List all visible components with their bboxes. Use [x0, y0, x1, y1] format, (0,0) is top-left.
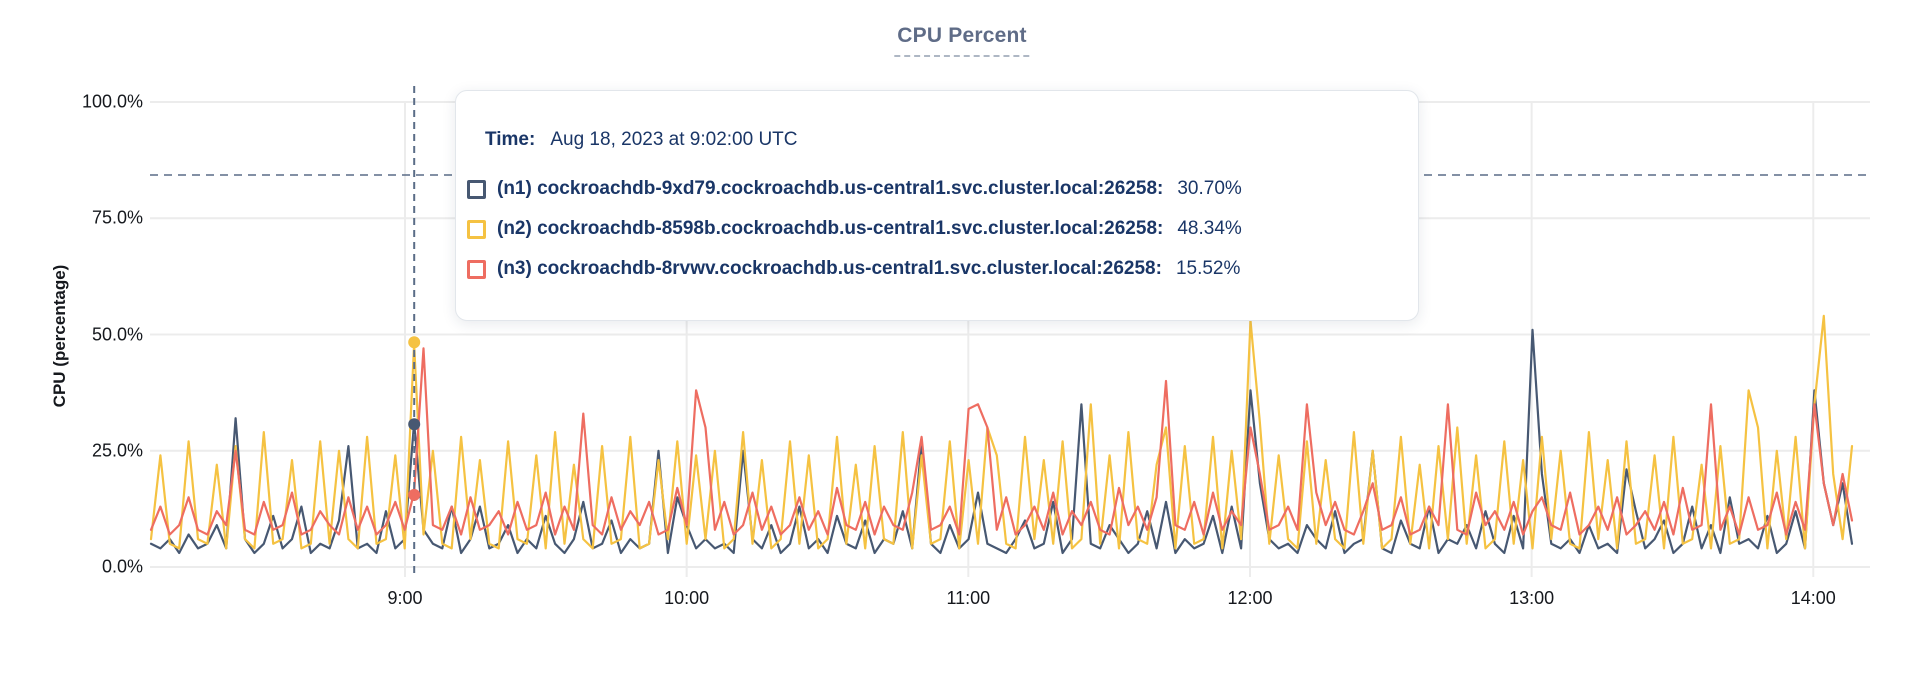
series-line-n2 [149, 314, 1854, 550]
y-tick-label: 50.0% [91, 324, 143, 344]
y-tick-label: 100.0% [81, 91, 143, 112]
y-tick-label: 75.0% [91, 207, 143, 228]
hover-marker-n2 [408, 336, 421, 349]
hover-marker-n1 [408, 418, 421, 431]
tooltip-series-label: (n3) cockroachdb-8rvwv.cockroachdb.us-ce… [497, 258, 1162, 279]
series-line-n3 [149, 347, 1854, 536]
series-swatch-icon-n2 [467, 219, 486, 239]
x-tick-label: 13:00 [1509, 588, 1555, 608]
tooltip-series-label: (n1) cockroachdb-9xd79.cockroachdb.us-ce… [497, 178, 1164, 199]
tooltip-series-row-n1: (n1) cockroachdb-9xd79.cockroachdb.us-ce… [467, 176, 1242, 202]
tooltip-series-value: 15.52% [1175, 258, 1241, 279]
hover-tooltip: Time: Aug 18, 2023 at 9:02:00 UTC (n1) co… [455, 90, 1419, 321]
tooltip-time-label: Time: [485, 129, 536, 150]
y-axis-title: CPU (percentage) [50, 264, 69, 408]
tooltip-series-row-n3: (n3) cockroachdb-8rvwv.cockroachdb.us-ce… [467, 256, 1240, 282]
y-tick-label: 25.0% [91, 440, 143, 461]
tooltip-series-value: 30.70% [1177, 178, 1242, 199]
y-tick-label: 0.0% [101, 556, 143, 577]
chart-title: CPU Percent [894, 24, 1030, 57]
tooltip-time-row: Time: Aug 18, 2023 at 9:02:00 UTC [485, 129, 798, 151]
tooltip-time-value: Aug 18, 2023 at 9:02:00 UTC [550, 129, 798, 150]
x-tick-label: 12:00 [1227, 588, 1273, 608]
tooltip-series-value: 48.34% [1177, 218, 1242, 239]
chart-title-wrap: CPU Percent [894, 24, 1030, 57]
series-swatch-icon-n3 [467, 259, 486, 279]
x-tick-label: 10:00 [664, 588, 710, 608]
tooltip-series-label: (n2) cockroachdb-8598b.cockroachdb.us-ce… [497, 218, 1164, 239]
x-tick-label: 9:00 [387, 588, 423, 608]
x-tick-label: 11:00 [946, 588, 991, 608]
hover-marker-n3 [408, 488, 421, 501]
series-swatch-icon-n1 [467, 179, 486, 199]
tooltip-series-row-n2: (n2) cockroachdb-8598b.cockroachdb.us-ce… [467, 216, 1242, 242]
series-line-n1 [149, 328, 1854, 555]
x-tick-label: 14:00 [1790, 588, 1836, 608]
